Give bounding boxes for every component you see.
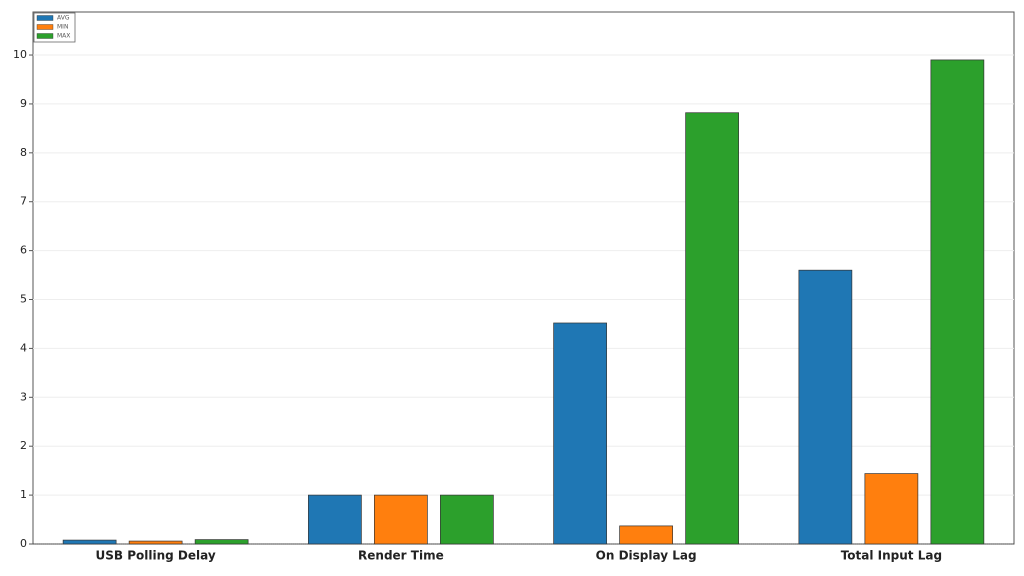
y-tick-label: 4	[20, 341, 27, 354]
legend-label: MAX	[57, 33, 70, 40]
bar	[930, 59, 985, 545]
y-tick-label: 10	[13, 48, 27, 61]
y-tick-label: 6	[20, 244, 27, 257]
x-tick-label: USB Polling Delay	[96, 549, 216, 563]
x-tick-label: Total Input Lag	[841, 549, 942, 563]
bar	[440, 494, 494, 545]
x-tick-label: Render Time	[358, 549, 444, 563]
bar	[553, 322, 607, 545]
bar	[128, 540, 183, 545]
bar	[308, 494, 362, 545]
y-tick-label: 7	[20, 195, 27, 208]
legend-swatch	[36, 15, 54, 21]
bar	[194, 539, 249, 545]
x-tick-label: On Display Lag	[596, 549, 697, 563]
legend-label: AVG	[57, 15, 70, 22]
y-tick-label: 3	[20, 390, 27, 403]
plot-area	[32, 11, 1015, 545]
legend-swatch	[36, 24, 54, 30]
bar	[685, 112, 739, 545]
legend-swatch	[36, 33, 54, 39]
bar	[864, 473, 919, 545]
y-tick-label: 8	[20, 146, 27, 159]
y-tick-label: 0	[20, 537, 27, 550]
y-tick-label: 1	[20, 488, 27, 501]
y-tick-label: 9	[20, 97, 27, 110]
bar	[619, 525, 673, 545]
bar	[374, 494, 428, 545]
legend: AVG MIN MAX	[33, 12, 76, 43]
legend-label: MIN	[57, 24, 68, 31]
y-tick-label: 2	[20, 439, 27, 452]
bar	[798, 269, 853, 545]
y-tick-label: 5	[20, 293, 27, 306]
bar	[62, 539, 117, 545]
